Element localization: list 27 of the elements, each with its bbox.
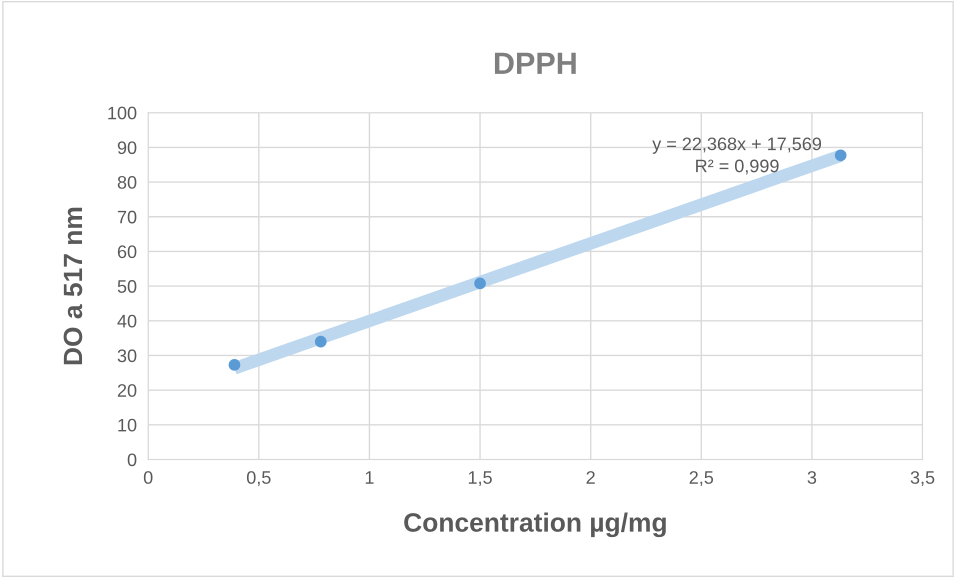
x-tick-label: 1,5 <box>468 471 492 486</box>
y-axis-title: DO a 517 nm <box>64 208 82 364</box>
point <box>314 336 327 348</box>
y-tick-label: 100 <box>108 106 136 120</box>
x-tick-label: 2 <box>586 471 595 484</box>
y-tick-label: 40 <box>117 314 136 328</box>
point <box>474 277 486 290</box>
x-tick-label: 3 <box>808 471 816 484</box>
x-axis-title: Concentration µg/mg <box>404 512 666 538</box>
y-tick-label: 10 <box>118 418 136 432</box>
point <box>834 150 847 162</box>
x-tick-label: 1 <box>366 471 374 484</box>
y-tick-label: 70 <box>118 210 136 224</box>
x-tick-label: 0,5 <box>246 471 271 486</box>
y-tick-label: 30 <box>118 349 136 362</box>
y-tick-label: 60 <box>118 245 136 258</box>
x-tick-label: 0 <box>144 471 152 484</box>
x-tick-label: 2,5 <box>690 471 714 486</box>
y-tick-label: 0 <box>128 453 136 466</box>
annotation: y = 22,368x + 17,569 R² = 0,999 <box>652 137 822 174</box>
y-tick-label: 50 <box>118 280 136 293</box>
chart-title: DPPH <box>494 52 576 74</box>
y-tick-label: 20 <box>118 384 136 397</box>
y-tick-label: 80 <box>118 176 136 189</box>
y-tick-label: 90 <box>118 141 136 154</box>
x-tick-label: 3,5 <box>910 471 934 486</box>
point <box>228 358 240 371</box>
